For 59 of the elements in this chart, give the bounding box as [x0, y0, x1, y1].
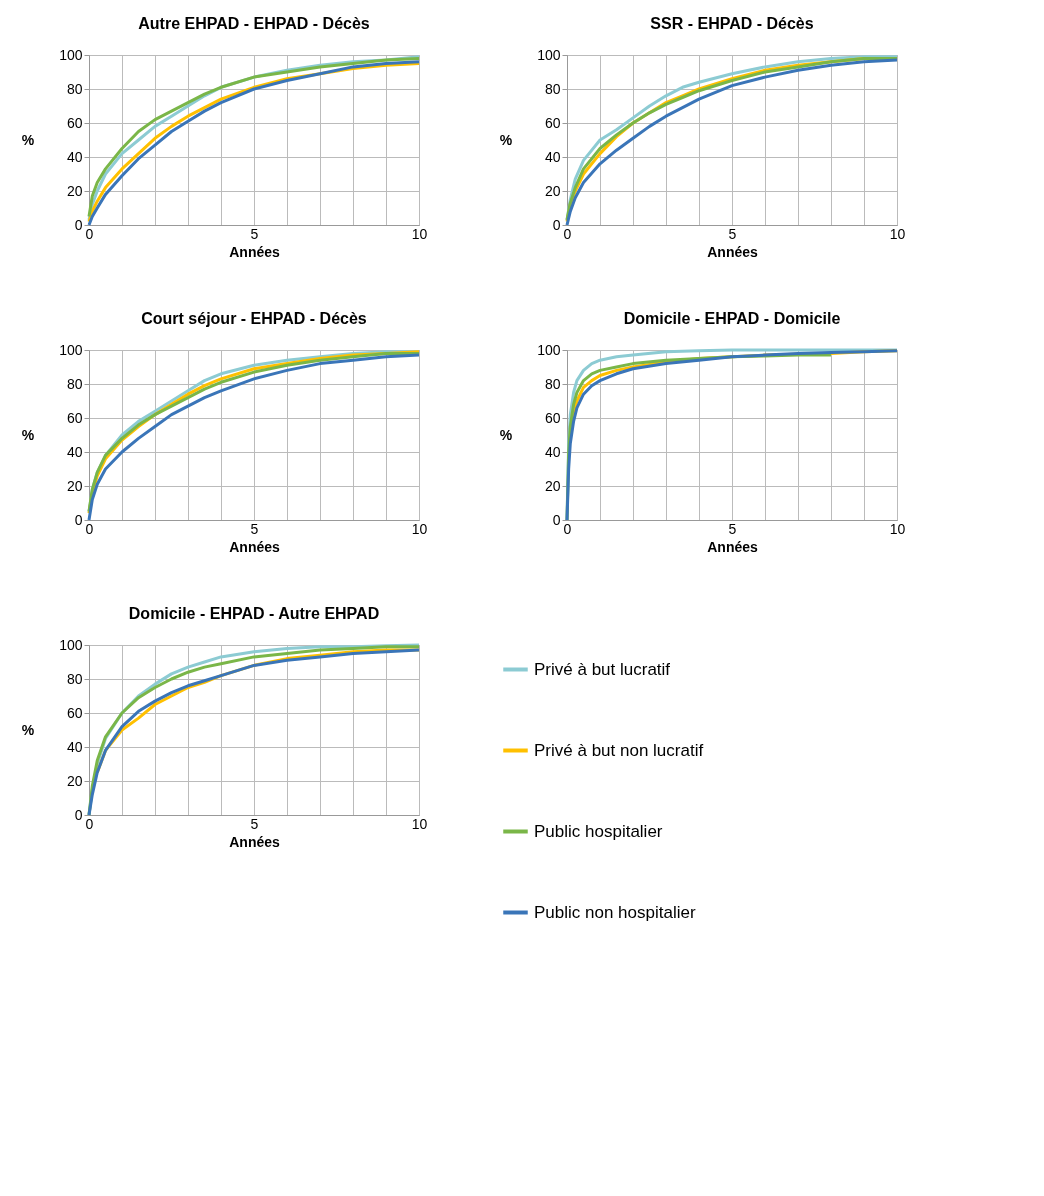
y-tick-label: 80: [544, 375, 561, 392]
chart-title: Domicile - EHPAD - Autre EHPAD: [128, 605, 380, 622]
x-tick-label: 0: [563, 520, 572, 537]
legend-label: Privé à but non lucratif: [534, 740, 704, 760]
y-tick-label: 80: [544, 80, 561, 97]
x-tick-label: 0: [85, 815, 94, 832]
chart-title: Autre EHPAD - EHPAD - Décès: [138, 15, 370, 32]
x-tick-label: 5: [250, 815, 259, 832]
y-tick-label: 100: [59, 46, 83, 63]
y-tick-label: 80: [66, 375, 83, 392]
x-tick-label: 0: [85, 225, 94, 242]
y-tick-label: 60: [66, 114, 83, 131]
y-tick-label: 60: [66, 409, 83, 426]
x-tick-label: 0: [85, 520, 94, 537]
y-axis-title: %: [499, 131, 513, 148]
x-tick-label: 10: [889, 520, 906, 537]
y-tick-label: 60: [544, 114, 561, 131]
legend-label: Privé à but lucratif: [534, 659, 671, 679]
legend-label: Public non hospitalier: [534, 902, 696, 922]
x-tick-label: 5: [728, 520, 737, 537]
y-tick-label: 100: [537, 341, 561, 358]
y-axis-title: %: [21, 131, 35, 148]
y-tick-label: 100: [537, 46, 561, 63]
x-axis-title: Années: [229, 833, 280, 850]
y-tick-label: 40: [66, 738, 83, 755]
y-axis-title: %: [21, 426, 35, 443]
y-tick-label: 100: [59, 341, 83, 358]
x-tick-label: 0: [563, 225, 572, 242]
y-tick-label: 100: [59, 636, 83, 653]
x-tick-label: 5: [250, 225, 259, 242]
x-tick-label: 10: [411, 225, 428, 242]
x-tick-label: 10: [411, 520, 428, 537]
x-axis-title: Années: [229, 243, 280, 260]
y-tick-label: 60: [66, 704, 83, 721]
y-tick-label: 20: [544, 182, 561, 199]
legend-label: Public hospitalier: [534, 821, 663, 841]
y-tick-label: 80: [66, 80, 83, 97]
y-tick-label: 20: [66, 182, 83, 199]
y-tick-label: 20: [66, 477, 83, 494]
y-tick-label: 40: [544, 443, 561, 460]
chart-title: Domicile - EHPAD - Domicile: [623, 310, 841, 327]
chart-title: SSR - EHPAD - Décès: [650, 15, 814, 32]
y-axis-title: %: [21, 721, 35, 738]
y-tick-label: 20: [544, 477, 561, 494]
y-tick-label: 80: [66, 670, 83, 687]
x-axis-title: Années: [707, 243, 758, 260]
y-tick-label: 20: [66, 772, 83, 789]
y-tick-label: 60: [544, 409, 561, 426]
y-tick-label: 40: [66, 443, 83, 460]
y-tick-label: 40: [544, 148, 561, 165]
y-tick-label: 40: [66, 148, 83, 165]
x-tick-label: 5: [728, 225, 737, 242]
chart-title: Court séjour - EHPAD - Décès: [141, 310, 367, 327]
y-axis-title: %: [499, 426, 513, 443]
x-tick-label: 10: [411, 815, 428, 832]
x-axis-title: Années: [707, 538, 758, 555]
x-axis-title: Années: [229, 538, 280, 555]
x-tick-label: 10: [889, 225, 906, 242]
x-tick-label: 5: [250, 520, 259, 537]
